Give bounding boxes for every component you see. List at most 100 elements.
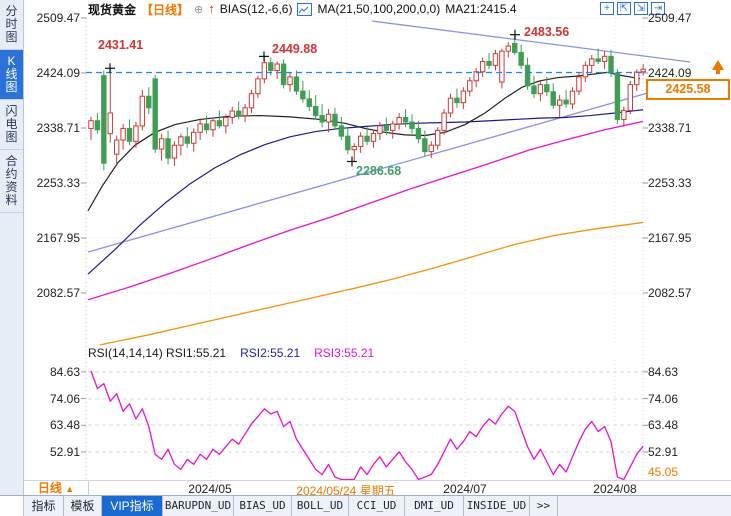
candle [338,116,345,141]
candle [601,51,608,70]
bottom-tab-item[interactable]: CCI_UD [349,496,405,516]
candle [473,67,479,88]
candle [248,89,255,113]
candle [306,89,312,112]
candle [357,132,364,153]
chart-header: 现货黄金 【日线】 ⊕ ↑ BIAS(12,-6,6) MA(21,50,100… [24,0,731,18]
candle [614,69,621,124]
scale-x-axis-icon[interactable]: ⇲ [634,2,648,15]
scale-y-axis-icon[interactable]: ⇱ [617,2,631,15]
current-price-value: 2425.58 [665,82,711,96]
candle [300,80,306,103]
candle [313,94,319,120]
rsi-axis-label-right: 63.48 [648,418,679,433]
candle [126,119,133,146]
symbol-name: 现货黄金 [88,2,137,17]
candle [229,106,235,124]
bottom-tab-item[interactable]: 模板 [64,496,102,516]
price-annotation: 2286.68 [356,164,402,178]
candle [524,57,531,90]
price-axis-label-left: 2338.71 [36,120,80,135]
period-tag: 【日线】 [141,2,190,17]
candle [556,94,563,118]
candle [486,53,492,70]
candle [576,72,582,95]
candle [422,130,428,157]
candle [210,117,216,137]
bottom-tab-item[interactable]: BARUPDN_UD [163,496,234,516]
candle [370,129,377,148]
date-axis-label: 2024/05/24 星期五 [296,484,396,498]
rsi1-label[interactable]: RSI(14,14,14) RSI1:55.21 [88,346,227,360]
price-axis-label-right: 2167.95 [648,230,692,245]
candle [319,103,325,128]
price-axis-label-left: 2509.47 [36,11,80,25]
bottom-tab-item[interactable]: INSIDE_UD [464,496,530,516]
ma-indicator-label[interactable]: MA(21,50,100,200,0,0) [317,2,441,16]
rsi-axis-label-right: 52.91 [648,445,679,459]
rsi-header: RSI(14,14,14) RSI1:55.21 RSI2:55.21 RSI3… [88,346,374,360]
candle [454,88,460,108]
rsi-axis-label-left: 84.63 [49,364,80,379]
candle [235,101,242,120]
date-axis-label: 2024/07 [443,482,487,496]
price-axis-label-right: 2509.47 [648,11,692,25]
rsi-current-value-label: 45.05 [648,465,679,479]
price-annotation: 2449.88 [272,42,318,56]
candle [274,61,280,79]
link-icon[interactable]: ⊕ [194,3,204,16]
candle [107,68,113,143]
date-axis: 日线 ▲ 2024/05 2024/05/24 星期五 2024/07 2024/08 [24,480,731,498]
bottom-tab-active[interactable]: VIP指标 [102,496,163,516]
price-axis-label-left: 2424.09 [36,65,80,80]
price-axis-label-left: 2082.57 [36,285,80,300]
bottom-tab-item[interactable]: 指标 [24,496,64,516]
candle [293,70,300,95]
candle [332,107,338,130]
ma-chart-icon [297,2,313,16]
crosshair-icon[interactable]: + [600,2,614,15]
price-axis-label-right: 2082.57 [648,285,692,300]
pan-right-icon[interactable]: ⇥ [651,2,665,15]
candle [467,76,473,97]
rsi-axis-label-left: 52.91 [49,445,80,459]
candle [216,110,223,129]
period-selector[interactable]: 日线 ▲ [24,481,89,495]
rsi-axis-label-left: 63.48 [49,418,80,433]
candle [441,109,447,135]
sidebar-tab-item[interactable]: 合约资料 [0,150,23,213]
sidebar-tab-item[interactable]: 分时图 [0,0,23,50]
chart-toolbar: + ⇱ ⇲ ⇥ [600,2,665,15]
candle [165,130,171,165]
candle [479,57,486,77]
candle [101,70,107,171]
candle [531,75,537,99]
tabbar-filler [558,496,731,516]
candle [351,143,357,162]
candle [242,103,248,123]
date-axis-label: 2024/05 [188,482,232,496]
bottom-tab-item[interactable]: DMI_UD [405,496,464,516]
candle [184,127,191,148]
bias-indicator-label[interactable]: BIAS(12,-6,6) [219,2,293,16]
price-axis-label-right: 2424.09 [648,65,692,80]
bottom-tab-item[interactable]: >> [530,496,558,516]
candle [345,128,351,155]
candle [178,133,184,156]
price-axis-label-left: 2253.33 [36,175,80,190]
candle [325,109,332,133]
bottom-tab-item[interactable]: BOLL_UD [292,496,349,516]
candle [640,64,646,76]
date-axis-label: 2024/08 [593,482,637,496]
bottom-tab-item[interactable]: BIAS_UD [234,496,292,516]
candle [582,61,589,83]
tabbar-corner [0,496,24,516]
sidebar-tab-item[interactable]: 闪电图 [0,100,23,150]
candle [396,112,402,130]
candle [280,59,287,89]
candle [377,122,383,141]
candle [492,49,499,71]
candle [94,112,101,134]
